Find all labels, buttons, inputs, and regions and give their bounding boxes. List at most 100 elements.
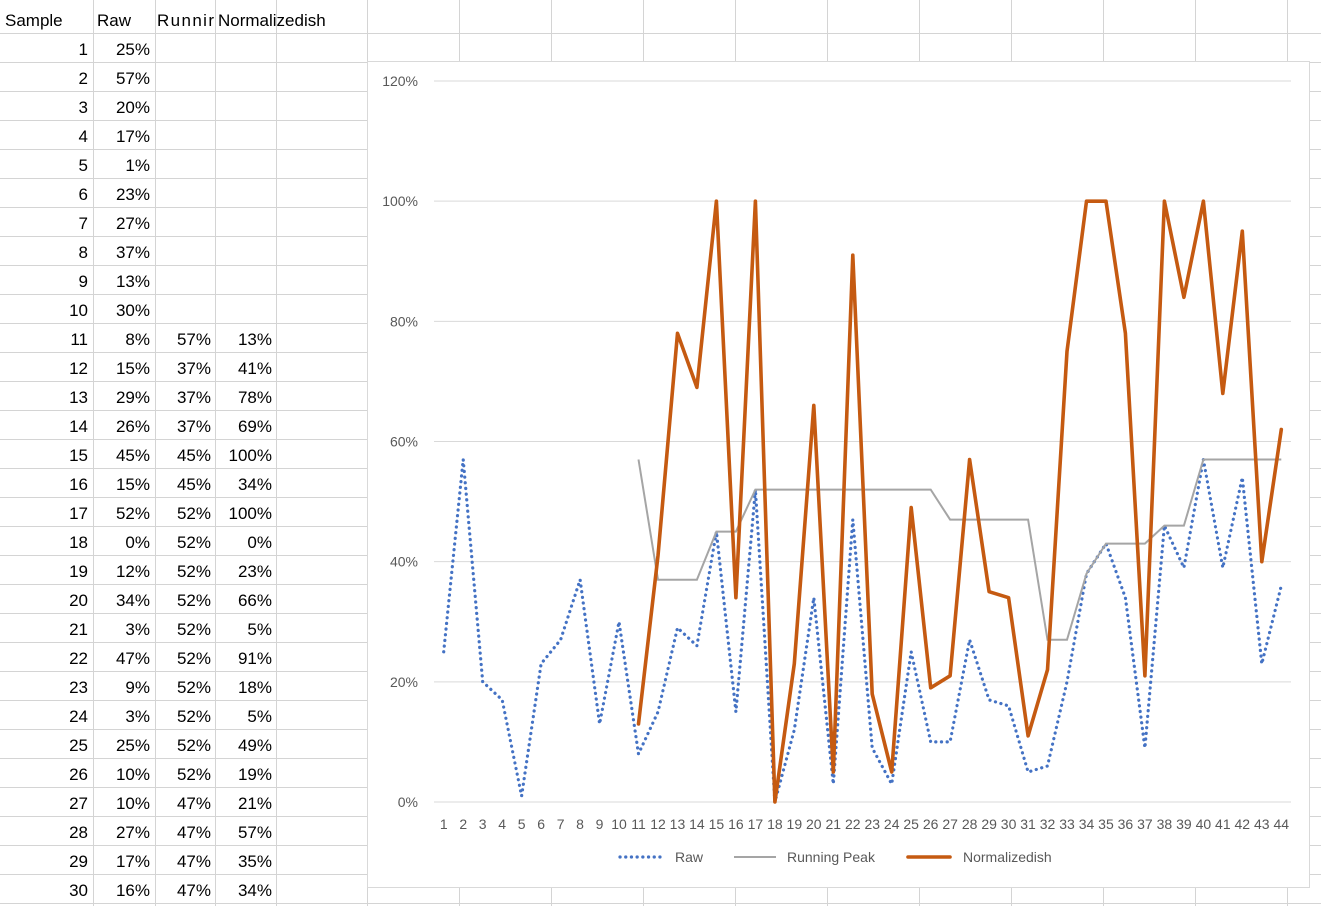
legend-label-normalizedish[interactable]: Normalizedish: [963, 849, 1052, 865]
table-cell[interactable]: 52%: [177, 620, 211, 639]
series-line-running-peak[interactable]: [637, 458, 1282, 641]
table-cell[interactable]: 18%: [238, 678, 272, 697]
table-cell[interactable]: 26: [69, 765, 88, 784]
table-cell[interactable]: 28: [69, 823, 88, 842]
table-cell[interactable]: 57%: [238, 823, 272, 842]
table-cell[interactable]: 25%: [116, 736, 150, 755]
line-chart[interactable]: 0% 20% 40% 60% 80% 100% 120% 1 2 3 4 5 6 7 8 9 10 11 12 13 1…: [367, 61, 1310, 888]
table-cell[interactable]: 9%: [125, 678, 150, 697]
table-cell[interactable]: 17%: [116, 852, 150, 871]
legend-label-raw[interactable]: Raw: [675, 849, 704, 865]
table-cell[interactable]: 29: [69, 852, 88, 871]
table-cell[interactable]: 78%: [238, 388, 272, 407]
table-cell[interactable]: 3%: [125, 707, 150, 726]
table-cell[interactable]: 9: [79, 272, 88, 291]
table-cell[interactable]: 30: [69, 881, 88, 900]
table-cell[interactable]: 52%: [177, 678, 211, 697]
table-cell[interactable]: 0%: [125, 533, 150, 552]
table-cell[interactable]: 7: [79, 214, 88, 233]
table-cell[interactable]: 57%: [177, 330, 211, 349]
table-cell[interactable]: 45%: [116, 446, 150, 465]
table-cell[interactable]: 5%: [247, 620, 272, 639]
table-cell[interactable]: 5: [79, 156, 88, 175]
table-cell[interactable]: 4: [79, 127, 88, 146]
table-cell[interactable]: 91%: [238, 649, 272, 668]
table-cell[interactable]: 47%: [177, 852, 211, 871]
table-cell[interactable]: 14: [69, 417, 88, 436]
table-cell[interactable]: 52%: [177, 649, 211, 668]
table-cell[interactable]: 10%: [116, 765, 150, 784]
table-cell[interactable]: 100%: [229, 504, 272, 523]
table-cell[interactable]: 1%: [125, 156, 150, 175]
table-cell[interactable]: 100%: [229, 446, 272, 465]
table-cell[interactable]: 12: [69, 359, 88, 378]
table-cell[interactable]: 52%: [177, 707, 211, 726]
table-cell[interactable]: 8%: [125, 330, 150, 349]
table-cell[interactable]: 10: [69, 301, 88, 320]
table-cell[interactable]: 12%: [116, 562, 150, 581]
table-cell[interactable]: 20%: [116, 98, 150, 117]
table-cell[interactable]: 25%: [116, 40, 150, 59]
table-cell[interactable]: 21%: [238, 794, 272, 813]
table-cell[interactable]: 1: [79, 40, 88, 59]
table-cell[interactable]: 13: [69, 388, 88, 407]
header-cell[interactable]: Sample: [5, 11, 63, 30]
table-cell[interactable]: 13%: [116, 272, 150, 291]
table-cell[interactable]: 52%: [177, 562, 211, 581]
series-line-normalizedish[interactable]: [636, 199, 1284, 804]
table-cell[interactable]: 47%: [177, 794, 211, 813]
header-cell[interactable]: Normalizedish: [218, 11, 326, 30]
table-cell[interactable]: 22: [69, 649, 88, 668]
table-cell[interactable]: 41%: [238, 359, 272, 378]
table-cell[interactable]: 45%: [177, 475, 211, 494]
table-cell[interactable]: 27: [69, 794, 88, 813]
table-cell[interactable]: 16: [69, 475, 88, 494]
table-cell[interactable]: 15: [69, 446, 88, 465]
table-cell[interactable]: 6: [79, 185, 88, 204]
table-cell[interactable]: 66%: [238, 591, 272, 610]
table-cell[interactable]: 27%: [116, 823, 150, 842]
header-cell[interactable]: Runnir: [157, 11, 214, 30]
table-cell[interactable]: 10%: [116, 794, 150, 813]
table-cell[interactable]: 15%: [116, 475, 150, 494]
table-cell[interactable]: 23%: [116, 185, 150, 204]
table-cell[interactable]: 52%: [177, 591, 211, 610]
table-cell[interactable]: 49%: [238, 736, 272, 755]
table-cell[interactable]: 3: [79, 98, 88, 117]
table-cell[interactable]: 5%: [247, 707, 272, 726]
table-cell[interactable]: 34%: [238, 475, 272, 494]
table-cell[interactable]: 11: [70, 330, 88, 349]
table-cell[interactable]: 20: [69, 591, 88, 610]
table-cell[interactable]: 34%: [238, 881, 272, 900]
table-cell[interactable]: 3%: [125, 620, 150, 639]
table-cell[interactable]: 35%: [238, 852, 272, 871]
table-cell[interactable]: 8: [79, 243, 88, 262]
table-cell[interactable]: 37%: [177, 359, 211, 378]
table-cell[interactable]: 45%: [177, 446, 211, 465]
table-cell[interactable]: 23: [69, 678, 88, 697]
table-cell[interactable]: 52%: [177, 736, 211, 755]
table-cell[interactable]: 52%: [116, 504, 150, 523]
table-cell[interactable]: 0%: [247, 533, 272, 552]
table-cell[interactable]: 16%: [116, 881, 150, 900]
table-cell[interactable]: 15%: [116, 359, 150, 378]
table-cell[interactable]: 24: [69, 707, 88, 726]
table-cell[interactable]: 18: [69, 533, 88, 552]
table-cell[interactable]: 19: [69, 562, 88, 581]
table-cell[interactable]: 17%: [116, 127, 150, 146]
table-cell[interactable]: 29%: [116, 388, 150, 407]
table-cell[interactable]: 13%: [238, 330, 272, 349]
table-cell[interactable]: 2: [79, 69, 88, 88]
table-cell[interactable]: 26%: [116, 417, 150, 436]
table-cell[interactable]: 52%: [177, 533, 211, 552]
table-cell[interactable]: 47%: [177, 823, 211, 842]
legend-label-running-peak[interactable]: Running Peak: [787, 849, 876, 865]
table-cell[interactable]: 23%: [238, 562, 272, 581]
table-cell[interactable]: 19%: [238, 765, 272, 784]
table-cell[interactable]: 21: [69, 620, 88, 639]
table-cell[interactable]: 69%: [238, 417, 272, 436]
table-cell[interactable]: 47%: [177, 881, 211, 900]
table-cell[interactable]: 52%: [177, 504, 211, 523]
table-cell[interactable]: 34%: [116, 591, 150, 610]
table-cell[interactable]: 37%: [177, 417, 211, 436]
